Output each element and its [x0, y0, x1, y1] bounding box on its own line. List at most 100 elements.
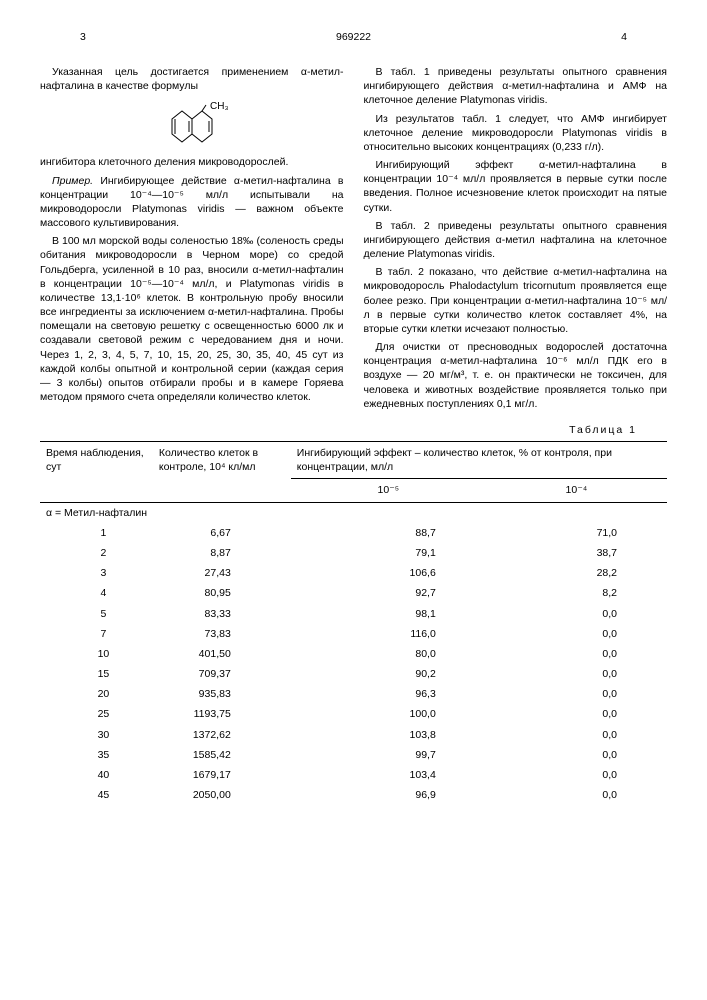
table-cell: 0,0: [486, 644, 667, 664]
table-cell: 83,33: [153, 604, 291, 624]
table-row: 327,43106,628,2: [40, 563, 667, 583]
paragraph: В табл. 1 приведены результаты опытного …: [364, 65, 668, 108]
table-cell: 1193,75: [153, 704, 291, 724]
table-cell: 8,87: [153, 543, 291, 563]
compound-name: α = Метил-нафталин: [40, 502, 667, 523]
table-row: 583,3398,10,0: [40, 604, 667, 624]
table-cell: 6,67: [153, 523, 291, 543]
table-title: Таблица 1: [40, 423, 637, 437]
table-cell: 100,0: [291, 704, 486, 724]
table-cell: 935,83: [153, 684, 291, 704]
table-cell: 103,8: [291, 725, 486, 745]
page-number-right: 4: [621, 30, 627, 44]
example-lead: Пример.: [52, 175, 93, 187]
table-cell: 79,1: [291, 543, 486, 563]
table-cell: 0,0: [486, 684, 667, 704]
col-header-control: Количество клеток в контроле, 10⁴ кл/мл: [153, 442, 291, 503]
table-cell: 0,0: [486, 725, 667, 745]
table-cell: 0,0: [486, 745, 667, 765]
table-body: α = Метил-нафталин 16,6788,771,028,8779,…: [40, 502, 667, 805]
table-cell: 45: [40, 785, 153, 805]
col-subheader-conc2: 10⁻⁴: [486, 479, 667, 502]
table-cell: 88,7: [291, 523, 486, 543]
table-row: 773,83116,00,0: [40, 624, 667, 644]
table-cell: 73,83: [153, 624, 291, 644]
table-cell: 90,2: [291, 664, 486, 684]
table-cell: 10: [40, 644, 153, 664]
table-row: 15709,3790,20,0: [40, 664, 667, 684]
table-cell: 40: [40, 765, 153, 785]
two-column-text: Указанная цель достигается применением α…: [40, 65, 667, 415]
table-cell: 116,0: [291, 624, 486, 644]
paragraph: В 100 мл морской воды соленостью 18‰ (со…: [40, 234, 344, 404]
table-row: 351585,4299,70,0: [40, 745, 667, 765]
table-row: 401679,17103,40,0: [40, 765, 667, 785]
table-cell: 15: [40, 664, 153, 684]
table-row: 301372,62103,80,0: [40, 725, 667, 745]
table-cell: 4: [40, 583, 153, 603]
table-cell: 401,50: [153, 644, 291, 664]
paragraph: Для очистки от пресноводных водорослей д…: [364, 340, 668, 411]
table-cell: 0,0: [486, 785, 667, 805]
table-1: Время наблюдения, сут Количество клеток …: [40, 441, 667, 805]
document-number: 969222: [336, 30, 371, 44]
table-cell: 103,4: [291, 765, 486, 785]
col-header-effect: Ингибирующий эффект – количество клеток,…: [291, 442, 667, 479]
table-cell: 96,3: [291, 684, 486, 704]
table-cell: 38,7: [486, 543, 667, 563]
table-cell: 96,9: [291, 785, 486, 805]
table-cell: 25: [40, 704, 153, 724]
paragraph: В табл. 2 приведены результаты опытного …: [364, 219, 668, 262]
table-row: 251193,75100,00,0: [40, 704, 667, 724]
table-row: 28,8779,138,7: [40, 543, 667, 563]
left-column: Указанная цель достигается применением α…: [40, 65, 344, 415]
table-subheading-row: α = Метил-нафталин: [40, 502, 667, 523]
page-header: 3 969222 4: [40, 30, 667, 50]
table-cell: 5: [40, 604, 153, 624]
table-cell: 99,7: [291, 745, 486, 765]
table-row: 16,6788,771,0: [40, 523, 667, 543]
table-cell: 28,2: [486, 563, 667, 583]
table-cell: 0,0: [486, 704, 667, 724]
table-cell: 2: [40, 543, 153, 563]
paragraph: В табл. 2 показано, что действие α-метил…: [364, 265, 668, 336]
table-cell: 2050,00: [153, 785, 291, 805]
chemical-structure: CH₃: [40, 99, 344, 149]
col-header-time: Время наблюдения, сут: [40, 442, 153, 503]
col-subheader-conc1: 10⁻⁵: [291, 479, 486, 502]
table-cell: 3: [40, 563, 153, 583]
table-cell: 92,7: [291, 583, 486, 603]
table-head: Время наблюдения, сут Количество клеток …: [40, 442, 667, 503]
table-cell: 27,43: [153, 563, 291, 583]
table-cell: 71,0: [486, 523, 667, 543]
table-cell: 80,95: [153, 583, 291, 603]
table-cell: 709,37: [153, 664, 291, 684]
table-cell: 80,0: [291, 644, 486, 664]
table-row: 452050,0096,90,0: [40, 785, 667, 805]
table-cell: 106,6: [291, 563, 486, 583]
table-row: 20935,8396,30,0: [40, 684, 667, 704]
table-cell: 1679,17: [153, 765, 291, 785]
table-cell: 8,2: [486, 583, 667, 603]
table-cell: 7: [40, 624, 153, 644]
table-row: 10401,5080,00,0: [40, 644, 667, 664]
paragraph: Пример. Ингибирующее действие α-метил-на…: [40, 174, 344, 231]
table-cell: 0,0: [486, 664, 667, 684]
paragraph: ингибитора клеточного деления микроводор…: [40, 155, 344, 169]
table-cell: 20: [40, 684, 153, 704]
paragraph: Ингибирующий эффект α-метил-нафталина в …: [364, 158, 668, 215]
table-row: 480,9592,78,2: [40, 583, 667, 603]
table-cell: 1585,42: [153, 745, 291, 765]
table-cell: 0,0: [486, 604, 667, 624]
right-column: В табл. 1 приведены результаты опытного …: [364, 65, 668, 415]
naphthalene-icon: CH₃: [152, 99, 232, 149]
table-cell: 35: [40, 745, 153, 765]
table-cell: 1372,62: [153, 725, 291, 745]
table-cell: 0,0: [486, 765, 667, 785]
table-cell: 30: [40, 725, 153, 745]
table-cell: 1: [40, 523, 153, 543]
table-cell: 98,1: [291, 604, 486, 624]
paragraph: Из результатов табл. 1 следует, что АМФ …: [364, 112, 668, 155]
table-cell: 0,0: [486, 624, 667, 644]
page-number-left: 3: [80, 30, 86, 44]
